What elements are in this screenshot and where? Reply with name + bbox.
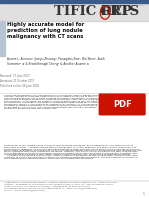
FancyBboxPatch shape <box>99 93 146 115</box>
Text: www.nature.com/scientificreports: www.nature.com/scientificreports <box>108 5 146 6</box>
Text: Received: 17 June 2017
Accepted: 21 October 2017
Published online: 08 June 2018: Received: 17 June 2017 Accepted: 21 Octo… <box>0 74 39 88</box>
Text: ¹Department of Computational Sciences, Australian National University, Canberra,: ¹Department of Computational Sciences, A… <box>4 182 117 191</box>
Text: Lung cancer is the leading cause of cancer-related death worldwide. Early diagno: Lung cancer is the leading cause of canc… <box>4 145 143 159</box>
Text: PDF: PDF <box>113 100 132 109</box>
Bar <box>0 0 149 3</box>
Text: TIFIC REP: TIFIC REP <box>54 5 132 18</box>
Text: Aurore L. Anneau¹, Jianyu Zhuang², Panagiotis Ilias³, Bin Shen⁴, Auth
Surname⁵ ★: Aurore L. Anneau¹, Jianyu Zhuang², Panag… <box>7 57 104 66</box>
Text: Highly accurate model for
prediction of lung nodule
malignancy with CT scans: Highly accurate model for prediction of … <box>7 22 84 39</box>
Text: 1: 1 <box>143 192 145 196</box>
Text: Computed tomography (CT) examinations are commonly used to identify pulmonary
no: Computed tomography (CT) examinations ar… <box>4 94 106 109</box>
Text: RTS: RTS <box>110 5 140 18</box>
Bar <box>0 3 149 21</box>
Bar <box>0 21 5 56</box>
Text: O: O <box>99 5 111 18</box>
